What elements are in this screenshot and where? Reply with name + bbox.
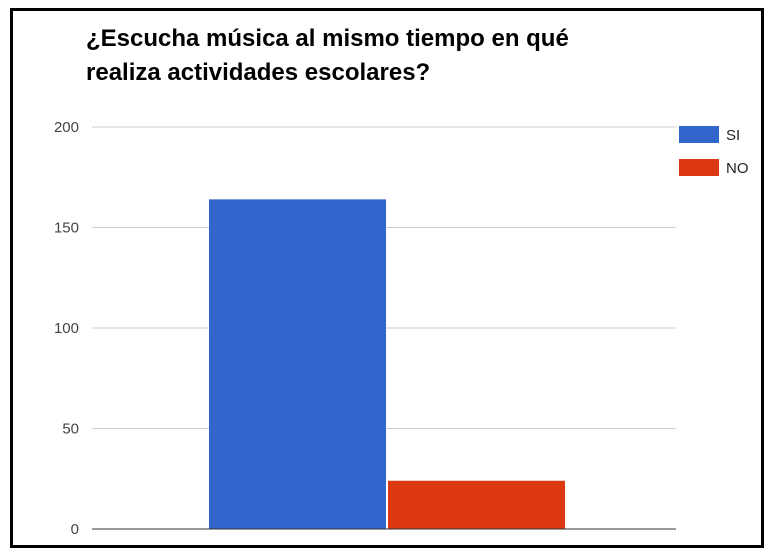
bars [209,199,565,530]
bar-chart: 0 50 100 150 200 SI NO [54,119,749,536]
y-axis-ticks: 0 50 100 150 200 [54,119,79,536]
legend-label-no: NO [726,160,749,177]
y-tick-label-200: 200 [54,119,79,136]
legend: SI NO [679,126,749,177]
chart-title: ¿Escucha música al mismo tiempo en qué r… [86,25,569,86]
chart-frame [10,8,764,548]
legend-swatch-si [679,126,719,143]
y-tick-label-150: 150 [54,220,79,237]
y-tick-label-100: 100 [54,320,79,337]
y-tick-label-50: 50 [62,421,79,438]
legend-label-si: SI [726,127,740,144]
bar-si [209,199,386,530]
bar-no [388,480,565,529]
legend-swatch-no [679,159,719,176]
y-tick-label-0: 0 [71,521,79,536]
